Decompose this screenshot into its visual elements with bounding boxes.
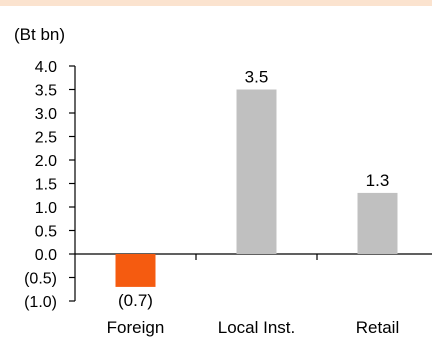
y-tick-label: 0.0 xyxy=(35,247,57,264)
y-tick-label: 0.5 xyxy=(35,224,57,241)
y-axis: 4.0 3.5 3.0 2.5 2.0 1.5 1.0 0.5 0.0 (0.5) (1.0) xyxy=(24,59,76,311)
y-tick-label: (0.5) xyxy=(24,271,57,288)
y-tick-label: 1.0 xyxy=(35,200,57,217)
data-label: 1.3 xyxy=(366,171,390,190)
y-tick-label: 3.5 xyxy=(35,83,57,100)
bar-foreign xyxy=(115,254,156,287)
data-label: (0.7) xyxy=(118,291,153,310)
y-tick-label: 2.5 xyxy=(35,130,57,147)
data-label: 3.5 xyxy=(245,68,269,87)
y-tick-label: 1.5 xyxy=(35,177,57,194)
bars xyxy=(115,89,398,287)
category-label: Foreign xyxy=(107,318,165,337)
category-label: Local Inst. xyxy=(218,318,296,337)
unit-label: (Bt bn) xyxy=(14,25,65,44)
y-tick-label: 3.0 xyxy=(35,106,57,123)
category-label: Retail xyxy=(356,318,399,337)
y-tick-label: 4.0 xyxy=(35,59,57,76)
bar-retail xyxy=(357,192,398,254)
y-tick-label: (1.0) xyxy=(24,294,57,311)
y-tick-label: 2.0 xyxy=(35,153,57,170)
header-strip xyxy=(0,0,432,6)
data-labels: (0.7) 3.5 1.3 xyxy=(118,68,389,310)
bar-local-inst xyxy=(236,89,277,254)
